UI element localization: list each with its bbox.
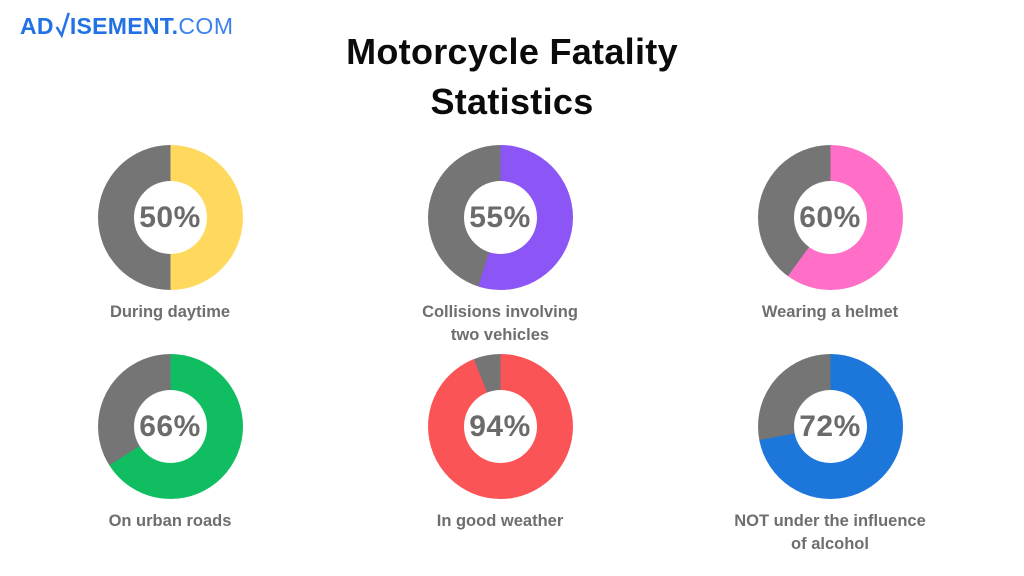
donut-card-good-weather: 94% In good weather — [335, 354, 665, 563]
donut-hole: 72% — [793, 390, 867, 463]
donut-chart-not-under-influence: 72% — [757, 354, 903, 499]
donut-card-not-under-influence: 72% NOT under the influence of alcohol — [665, 354, 995, 563]
checkmark-icon — [55, 12, 70, 39]
donut-caption: Wearing a helmet — [761, 303, 899, 321]
donut-percent-label: 55% — [469, 200, 531, 234]
donut-card-during-daytime: 50% During daytime — [5, 145, 335, 354]
donut-chart-wearing-helmet: 60% — [757, 145, 903, 290]
donut-percent-label: 50% — [139, 200, 201, 234]
donut-chart-two-vehicle-collisions: 55% — [427, 145, 573, 290]
donut-caption: During daytime — [109, 303, 231, 321]
donut-caption: NOT under the influence of alcohol — [734, 512, 926, 554]
page-title: Motorcycle Fatality Statistics — [346, 31, 678, 122]
donut-percent-label: 94% — [469, 409, 531, 443]
donut-hole: 66% — [133, 390, 207, 463]
donut-card-urban-roads: 66% On urban roads — [5, 354, 335, 563]
donut-percent-label: 66% — [139, 409, 201, 443]
donut-chart-during-daytime: 50% — [97, 145, 243, 290]
donut-card-two-vehicle-collisions: 55% Collisions involving two vehicles — [335, 145, 665, 354]
donut-percent-label: 60% — [799, 200, 861, 234]
donut-caption: Collisions involving two vehicles — [422, 303, 578, 345]
donut-chart-urban-roads: 66% — [97, 354, 243, 499]
donut-grid: 50% During daytime 55% Collisions involv… — [5, 145, 995, 563]
brand-text-tld: COM — [178, 13, 234, 39]
brand-text-right: ISEMENT. — [69, 13, 179, 39]
donut-hole: 50% — [133, 181, 207, 254]
donut-hole: 60% — [793, 181, 867, 254]
donut-chart-good-weather: 94% — [427, 354, 573, 499]
donut-hole: 94% — [463, 390, 537, 463]
donut-hole: 55% — [463, 181, 537, 254]
brand-logo: AD ISEMENT. COM — [20, 10, 234, 39]
brand-text-left: AD — [20, 13, 54, 39]
donut-card-wearing-helmet: 60% Wearing a helmet — [665, 145, 995, 354]
donut-caption: In good weather — [436, 512, 564, 530]
donut-caption: On urban roads — [108, 512, 232, 530]
donut-percent-label: 72% — [799, 409, 861, 443]
